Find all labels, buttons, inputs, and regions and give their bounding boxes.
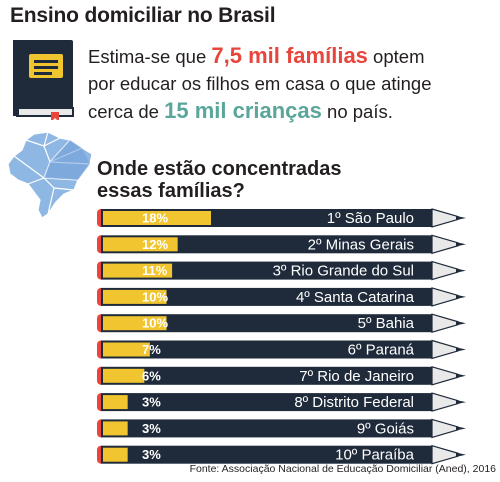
pencil-bar: 6% 7º Rio de Janeiro: [97, 366, 466, 386]
bar-value-label: 7%: [142, 342, 161, 357]
bar-value-label: 6%: [142, 368, 161, 383]
pencil-tip: [431, 208, 459, 228]
question-line-1: Onde estão concentradas: [97, 158, 342, 180]
pencil-body: [101, 366, 432, 385]
intro-text-segment: no país.: [321, 101, 393, 122]
bar-value-fill: [103, 237, 178, 252]
book-icon: [13, 40, 74, 120]
pencil-bar: 7% 6º Paraná: [97, 339, 466, 360]
pencil-lead: [456, 215, 466, 221]
intro-text-segment: Estima-se que: [88, 46, 212, 67]
bar-category-label: 6º Paraná: [348, 342, 415, 359]
bar-value-fill: [103, 395, 128, 410]
pencil-lead: [456, 294, 466, 300]
bar-category-label: 4º Santa Catarina: [296, 289, 415, 306]
pencil-bar: 12% 2º Minas Gerais: [97, 234, 466, 255]
bar-value-label: 3%: [142, 447, 161, 462]
source-note: Fonte: Associação Nacional de Educação D…: [189, 463, 496, 475]
bar-value-fill: [103, 421, 128, 436]
pencil-tip: [431, 260, 459, 281]
pencil-lead: [456, 399, 466, 405]
pencil-tip: [431, 418, 459, 439]
pencil-body: [101, 393, 432, 412]
intro-text: Estima-se que 7,5 mil famílias optem por…: [88, 42, 498, 125]
bar-category-label: 8º Distrito Federal: [294, 394, 414, 411]
bar-value-label: 11%: [142, 263, 168, 278]
bar-category-label: 5º Bahia: [358, 315, 415, 332]
bar-category-label: 7º Rio de Janeiro: [299, 368, 414, 385]
bar-value-fill: [103, 368, 145, 383]
pencil-body: [101, 261, 432, 280]
bar-category-label: 2º Minas Gerais: [308, 236, 414, 253]
bar-value-fill: [103, 342, 150, 357]
chart-question: Onde estão concentradas essas famílias?: [97, 158, 342, 202]
bar-value-label: 10%: [142, 289, 168, 304]
bar-category-label: 1º São Paulo: [327, 210, 414, 227]
pencil-lead: [456, 373, 466, 378]
pencil-bar: 10% 5º Bahia: [97, 313, 466, 333]
pencil-body: [101, 340, 432, 359]
bar-category-label: 3º Rio Grande do Sul: [273, 263, 414, 280]
pencil-body: [101, 287, 432, 306]
pencil-body: [101, 445, 432, 464]
pencil-tip: [431, 339, 459, 360]
pencil-body: [101, 235, 432, 254]
bar-value-label: 10%: [142, 316, 168, 331]
intro-text-segment: optem: [367, 46, 425, 67]
pencil-tip: [431, 392, 459, 412]
bar-value-label: 3%: [142, 421, 161, 436]
bar-value-label: 12%: [142, 237, 168, 252]
pencil-lead: [456, 452, 466, 457]
bar-value-fill: [103, 211, 211, 225]
pencil-bar: 3% 8º Distrito Federal: [97, 392, 466, 412]
bar-category-label: 9º Goiás: [357, 420, 414, 437]
pencil-tip: [431, 444, 459, 465]
intro-line-2: por educar os filhos em casa o que ating…: [88, 73, 432, 94]
pencil-bar: 18% 1º São Paulo: [97, 208, 466, 228]
bar-category-label: 10º Paraíba: [335, 447, 415, 464]
pencil-lead: [456, 268, 466, 273]
brazil-map-icon: [7, 131, 93, 219]
pencil-body: [101, 314, 432, 333]
pencil-lead: [456, 426, 466, 431]
families-highlight: 7,5 mil famílias: [211, 43, 368, 68]
pencil-body: [101, 419, 432, 438]
pencil-bar: 3% 10º Paraíba: [97, 444, 466, 465]
intro-line-3: cerca de 15 mil crianças no país.: [88, 97, 498, 125]
bar-value-label: 3%: [142, 395, 161, 410]
bar-value-fill: [103, 263, 173, 278]
pencil-tip: [431, 313, 459, 333]
children-highlight: 15 mil crianças: [164, 98, 322, 123]
intro-text-segment: cerca de: [88, 101, 165, 122]
pencil-tip: [431, 234, 459, 255]
pencil-tip: [431, 366, 459, 386]
question-line-2: essas famílias?: [97, 180, 245, 202]
page-title: Ensino domiciliar no Brasil: [10, 4, 276, 27]
bar-value-label: 18%: [142, 211, 168, 226]
bar-value-fill: [103, 447, 128, 462]
pencil-lead: [456, 347, 466, 352]
pencil-bar: 10% 4º Santa Catarina: [97, 287, 466, 307]
pencil-bar: 11% 3º Rio Grande do Sul: [97, 260, 466, 281]
intro-line-1: Estima-se que 7,5 mil famílias optem: [88, 42, 498, 70]
pencil-lead: [456, 321, 466, 326]
pencil-tip: [431, 287, 459, 307]
bar-value-fill: [103, 289, 167, 304]
bar-value-fill: [103, 316, 167, 331]
pencil-lead: [456, 242, 466, 247]
pencil-bar: 3% 9º Goiás: [97, 418, 466, 439]
